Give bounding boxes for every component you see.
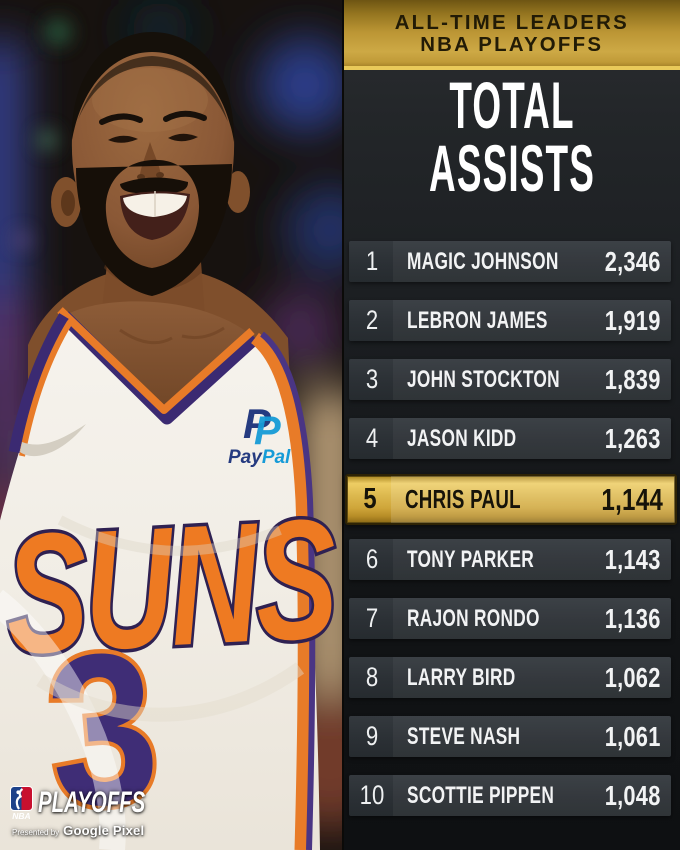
banner-line-2: NBA PLAYOFFS	[420, 34, 604, 56]
leaderboard-row: 2 LEBRON JAMES 1,919	[349, 300, 671, 341]
paypal-mark-back: P	[243, 400, 272, 447]
assists-value: 1,062	[605, 661, 661, 693]
rank: 1	[365, 246, 379, 276]
paypal-logo: P P PayPal	[228, 400, 291, 468]
leaderboard-row: 1 MAGIC JOHNSON 2,346	[349, 241, 671, 282]
left-eye	[108, 135, 138, 143]
rank: 7	[365, 603, 379, 633]
presented-by-label: Presented by	[12, 828, 60, 837]
player-name: TONY PARKER	[407, 545, 535, 573]
assists-value: 1,048	[605, 779, 661, 811]
arena-bokeh-dots	[13, 18, 144, 249]
left-armhole-orange	[19, 320, 73, 457]
page-title: TOTAL ASSISTS	[344, 68, 680, 205]
collarbone-left	[119, 328, 173, 345]
left-ear-inner	[61, 190, 75, 216]
jersey-fold-1	[0, 589, 126, 850]
right-trim-orange	[250, 332, 311, 850]
player-name: LARRY BIRD	[407, 663, 516, 691]
assists-value: 1,263	[605, 422, 661, 454]
playoffs-wordmark: PLAYOFFS	[38, 786, 146, 819]
presented-by-line: Presented by Google Pixel	[12, 823, 144, 838]
sponsor-name: Google Pixel	[63, 823, 145, 838]
right-eyebrow	[163, 110, 207, 122]
collar-trim-orange	[57, 307, 255, 414]
leaderboard-row: 3 JOHN STOCKTON 1,839	[349, 359, 671, 400]
jersey-team-wordmark: SUNS	[1, 484, 341, 690]
rank: 9	[365, 721, 379, 751]
mustache	[120, 177, 189, 193]
leaderboard-row: 7 RAJON RONDO 1,136	[349, 598, 671, 639]
assists-value: 1,143	[605, 543, 661, 575]
nike-swoosh-icon	[20, 424, 86, 457]
assists-value: 1,919	[605, 304, 661, 336]
title-line-1: TOTAL	[449, 68, 575, 142]
leaderboard-list: 1 MAGIC JOHNSON 2,346 2 LEBRON JAMES 1,9…	[344, 241, 680, 834]
hair	[71, 32, 235, 142]
assists-value: 1,136	[605, 602, 661, 634]
nba-playoffs-lockup: NBA PLAYOFFS	[10, 786, 196, 820]
player-name: SCOTTIE PIPPEN	[407, 781, 555, 809]
paypal-wordmark: PayPal	[228, 447, 291, 468]
player-name: JASON KIDD	[407, 424, 517, 452]
leaderboard-row: 8 LARRY BIRD 1,062	[349, 657, 671, 698]
leaderboard-row: 6 TONY PARKER 1,143	[349, 539, 671, 580]
player-name: CHRIS PAUL	[405, 484, 521, 514]
assists-value: 1,061	[605, 720, 661, 752]
jersey-number: 3	[39, 606, 167, 850]
jersey-fold-3	[36, 662, 305, 722]
left-eyebrow	[99, 113, 143, 125]
player-photo: P P PayPal SUNS 3	[0, 0, 342, 850]
right-trim-purple	[260, 331, 316, 850]
title-line-2: ASSISTS	[429, 131, 595, 205]
player-name: JOHN STOCKTON	[407, 365, 560, 393]
beard	[76, 159, 232, 296]
leaderboard-row: 10 SCOTTIE PIPPEN 1,048	[349, 775, 671, 816]
nba-logo: NBA	[10, 786, 33, 820]
assists-value: 2,346	[605, 245, 661, 277]
leaderboard-row-highlighted: 5 CHRIS PAUL 1,144	[345, 474, 677, 525]
leaderboard-panel: ALL-TIME LEADERS NBA PLAYOFFS TOTAL ASSI…	[344, 0, 680, 850]
jersey-fold-2	[57, 515, 282, 556]
banner-line-1: ALL-TIME LEADERS	[394, 12, 630, 34]
player-name: LEBRON JAMES	[407, 306, 548, 334]
jersey	[0, 316, 320, 850]
rank: 6	[365, 544, 379, 574]
rank: 2	[365, 305, 379, 335]
leaderboard-row: 9 STEVE NASH 1,061	[349, 716, 671, 757]
hairline	[78, 56, 228, 122]
right-ear	[226, 171, 250, 213]
rank: 4	[365, 423, 379, 453]
nba-logo-label: NBA	[12, 811, 30, 820]
player-name: MAGIC JOHNSON	[407, 247, 559, 275]
leaderboard-row: 4 JASON KIDD 1,263	[349, 418, 671, 459]
player-name: STEVE NASH	[407, 722, 521, 750]
chest	[64, 301, 255, 418]
player-illustration: P P PayPal SUNS 3	[0, 0, 342, 850]
assists-value: 1,144	[601, 481, 663, 517]
rank: 5	[363, 483, 377, 515]
rank: 3	[365, 364, 379, 394]
player-name: RAJON RONDO	[407, 604, 540, 632]
rank: 8	[365, 662, 379, 692]
paypal-mark-front: P	[254, 409, 281, 453]
assists-value: 1,839	[605, 363, 661, 395]
right-nostril	[156, 172, 164, 178]
header-banner: ALL-TIME LEADERS NBA PLAYOFFS	[344, 0, 680, 70]
collarbone-right	[181, 326, 225, 340]
rank: 10	[359, 780, 385, 810]
left-armhole-purple	[8, 313, 69, 454]
right-eye	[168, 133, 198, 142]
